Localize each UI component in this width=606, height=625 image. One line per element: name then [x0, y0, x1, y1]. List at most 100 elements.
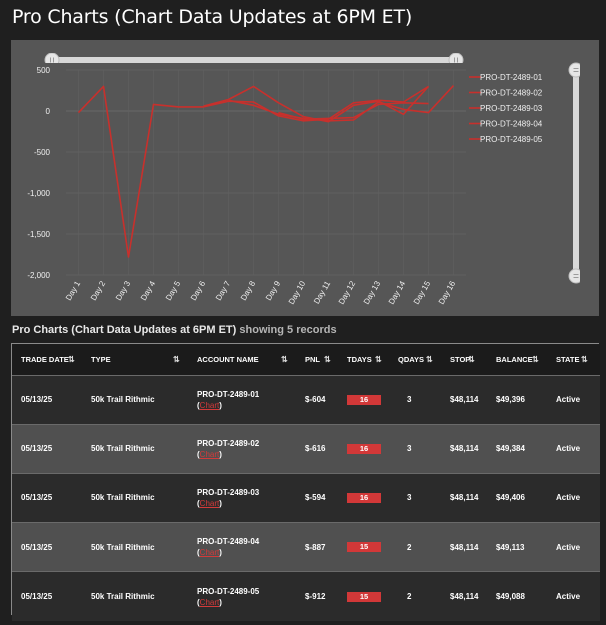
sort-icon[interactable]: ⇅	[281, 354, 288, 364]
chart-link[interactable]: Chart	[199, 548, 220, 558]
sort-icon[interactable]: ⇅	[375, 354, 382, 364]
type-cell: 50k Trail Rithmic	[91, 493, 155, 503]
legend-label[interactable]: PRO-DT-2489-02	[480, 89, 543, 98]
column-header-label: PNL	[305, 354, 320, 364]
x-tick-label: Day 8	[239, 279, 258, 302]
x-tick-label: Day 9	[264, 279, 283, 302]
account-name: PRO-DT-2489-01	[197, 389, 260, 399]
x-tick-label: Day 4	[139, 279, 158, 302]
table-row: 05/13/25 50k Trail Rithmic PRO-DT-2489-04(…	[12, 522, 600, 572]
qdays-cell: 2	[407, 542, 412, 552]
table-row: 05/13/25 50k Trail Rithmic PRO-DT-2489-02(…	[12, 424, 600, 474]
sort-icon[interactable]: ⇅	[426, 354, 433, 364]
state-cell: Active	[556, 444, 581, 454]
chart-link-wrap: (Chart)	[197, 400, 222, 410]
column-header-label: BALANCE	[496, 354, 533, 364]
sort-icon[interactable]: ⇅	[324, 354, 331, 364]
tdays-badge: 15	[347, 591, 381, 602]
x-tick-label: Day 6	[189, 279, 208, 302]
y-tick-label: -1,500	[27, 230, 50, 239]
tdays-cell: 15	[338, 572, 389, 621]
trade-date-cell: 05/13/25	[21, 444, 53, 454]
chart-link[interactable]: Chart	[199, 498, 220, 508]
tdays-badge: 16	[347, 394, 381, 405]
x-tick-label: Day 3	[114, 279, 133, 302]
x-tick-label: Day 16	[437, 279, 458, 306]
vertical-slider-bottom-handle[interactable]	[568, 268, 580, 284]
horizontal-slider-track[interactable]	[50, 57, 458, 63]
balance-cell: $49,406	[496, 493, 525, 503]
table-row: 05/13/25 50k Trail Rithmic PRO-DT-2489-03(…	[12, 473, 600, 523]
x-tick-label: Day 12	[337, 279, 358, 306]
column-header-trade-date[interactable]: TRADE DATE ⇅	[12, 344, 82, 375]
series-line	[278, 102, 429, 120]
chart-link-wrap: (Chart)	[197, 449, 222, 459]
table-row: 05/13/25 50k Trail Rithmic PRO-DT-2489-01(…	[12, 375, 600, 425]
account-name: PRO-DT-2489-02	[197, 438, 260, 448]
sort-icon[interactable]: ⇅	[68, 354, 75, 364]
column-header-qdays[interactable]: QDAYS ⇅	[389, 344, 441, 375]
column-header-balance[interactable]: BALANCE ⇅	[487, 344, 547, 375]
y-tick-label: 0	[46, 107, 51, 116]
state-cell: Active	[556, 493, 581, 503]
chart-link-wrap: (Chart)	[197, 498, 222, 508]
y-tick-label: -1,000	[27, 189, 50, 198]
horizontal-range-slider[interactable]	[44, 53, 464, 63]
chart-link[interactable]: Chart	[199, 400, 220, 410]
column-header-stop[interactable]: STOP ⇅	[441, 344, 487, 375]
type-cell: 50k Trail Rithmic	[91, 542, 155, 552]
tdays-cell: 16	[338, 473, 389, 522]
legend-label[interactable]: PRO-DT-2489-05	[480, 135, 543, 144]
chart-link[interactable]: Chart	[199, 449, 220, 459]
legend-label[interactable]: PRO-DT-2489-01	[480, 73, 543, 82]
column-header-state[interactable]: STATE ⇅	[547, 344, 600, 375]
column-header-label: ACCOUNT NAME	[197, 354, 259, 364]
balance-cell: $49,113	[496, 542, 525, 552]
account-name-cell: PRO-DT-2489-05 (Chart)	[188, 572, 296, 621]
section-title-text: Pro Charts (Chart Data Updates at 6PM ET…	[12, 324, 237, 336]
chart-panel: 500 0 -500 -1,000 -1,500 -2,000 Day 1 Day 2 Day …	[11, 40, 599, 316]
y-tick-label: -2,000	[27, 271, 50, 280]
line-chart: 500 0 -500 -1,000 -1,500 -2,000 Day 1 Day 2 Day …	[27, 66, 543, 306]
x-tick-label: Day 7	[214, 279, 233, 302]
legend-label[interactable]: PRO-DT-2489-03	[480, 104, 543, 113]
sort-icon[interactable]: ⇅	[581, 354, 588, 364]
sort-icon[interactable]: ⇅	[532, 354, 539, 364]
pnl-cell: $-887	[305, 542, 326, 552]
qdays-cell: 3	[407, 444, 412, 454]
column-header-account-name[interactable]: ACCOUNT NAME ⇅	[188, 344, 296, 375]
trade-date-cell: 05/13/25	[21, 395, 53, 405]
qdays-cell: 2	[407, 592, 412, 602]
table-row: 05/13/25 50k Trail Rithmic PRO-DT-2489-05(…	[12, 571, 600, 621]
state-cell: Active	[556, 592, 581, 602]
horizontal-slider-left-handle[interactable]	[44, 53, 60, 63]
column-header-pnl[interactable]: PNL ⇅	[296, 344, 338, 375]
balance-cell: $49,384	[496, 444, 525, 454]
vertical-slider-top-handle[interactable]	[568, 62, 580, 78]
pnl-cell: $-616	[305, 444, 326, 454]
account-name-cell: PRO-DT-2489-04 (Chart)	[188, 523, 296, 572]
chart-link[interactable]: Chart	[199, 597, 220, 607]
y-tick-label: 500	[37, 66, 51, 75]
column-header-tdays[interactable]: TDAYS ⇅	[338, 344, 389, 375]
pnl-cell: $-594	[305, 493, 326, 503]
vertical-slider-track[interactable]	[573, 68, 579, 280]
account-name-cell: PRO-DT-2489-03 (Chart)	[188, 473, 296, 522]
sort-icon[interactable]: ⇅	[468, 354, 475, 364]
tdays-badge: 16	[347, 443, 381, 454]
x-tick-label: Day 5	[164, 279, 183, 302]
chart-link-wrap: (Chart)	[197, 597, 222, 607]
x-tick-label: Day 11	[312, 279, 332, 305]
records-table: TRADE DATE ⇅ TYPE ⇅ ACCOUNT NAME ⇅ PNL ⇅ TDAYS ⇅ Q…	[11, 343, 600, 621]
column-header-type[interactable]: TYPE ⇅	[82, 344, 188, 375]
sort-icon[interactable]: ⇅	[173, 354, 180, 364]
tdays-cell: 16	[338, 424, 389, 473]
balance-cell: $49,088	[496, 592, 525, 602]
stop-cell: $48,114	[450, 493, 479, 503]
legend-label[interactable]: PRO-DT-2489-04	[480, 120, 543, 129]
horizontal-slider-right-handle[interactable]	[448, 53, 464, 63]
x-tick-label: Day 2	[89, 279, 108, 302]
vertical-range-slider[interactable]	[568, 62, 580, 286]
chart-link-wrap: (Chart)	[197, 548, 222, 558]
tdays-cell: 16	[338, 375, 389, 424]
